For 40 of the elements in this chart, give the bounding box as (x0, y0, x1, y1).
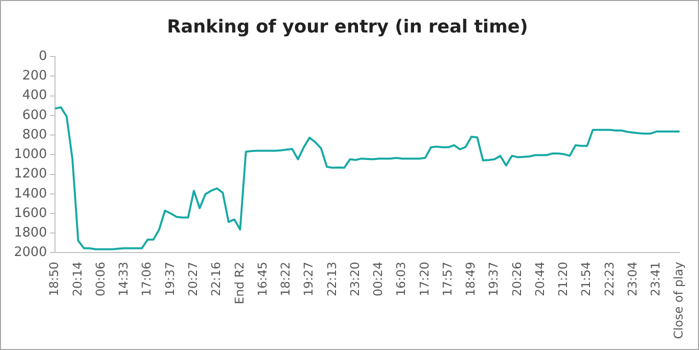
y-tick-label: 1800 (14, 225, 48, 240)
x-tick-label: 19:37 (486, 262, 501, 296)
x-tick-label: 20:26 (510, 262, 524, 296)
x-tick-label: 23:04 (625, 262, 640, 296)
x-tick-label: 22:13 (324, 262, 339, 296)
x-tick-label: 22:16 (209, 262, 224, 296)
x-tick-label: 22:23 (602, 262, 616, 296)
x-tick-label: 17:57 (440, 262, 454, 296)
x-tick-label: 21:20 (556, 262, 570, 296)
x-tick-label: 20:27 (186, 262, 200, 296)
y-tick-label: 400 (22, 88, 48, 104)
x-tick-label: 18:49 (464, 262, 478, 296)
x-tick-label: 18:22 (278, 262, 293, 296)
y-tick-label: 0 (38, 48, 48, 64)
x-tick-label: 16:45 (255, 262, 270, 296)
y-tick-label: 2000 (14, 245, 48, 260)
y-tick-label: 800 (22, 127, 48, 142)
x-tick-label: 00:06 (93, 262, 108, 296)
x-tick-label: 18:50 (47, 262, 62, 296)
y-tick-label: 1200 (14, 166, 48, 182)
x-tick-label: 00:24 (371, 262, 386, 296)
x-tick-label: 16:03 (394, 262, 408, 296)
x-tick-label: 14:33 (116, 262, 131, 296)
x-tick-label: 20:14 (70, 262, 84, 296)
x-tick-label: 17:20 (417, 262, 432, 296)
x-tick-label: 23:20 (348, 262, 362, 296)
x-tick-label: 23:41 (648, 262, 663, 296)
y-tick-label: 1000 (14, 147, 48, 162)
y-tick-label: 200 (22, 68, 48, 84)
x-tick-label: 17:06 (140, 262, 154, 296)
y-tick-label: 1600 (14, 206, 48, 221)
chart-title: Ranking of your entry (in real time) (166, 16, 528, 38)
x-tick-label: 19:27 (302, 262, 316, 296)
x-tick-label: 21:54 (579, 262, 594, 296)
x-tick-label: 20:44 (532, 262, 547, 296)
y-tick-label: 600 (22, 108, 48, 123)
x-tick-label: End R2 (232, 262, 246, 304)
x-tick-label: 19:37 (162, 262, 177, 296)
x-tick-label: Close of play (672, 262, 686, 340)
y-tick-label: 1400 (14, 186, 48, 202)
